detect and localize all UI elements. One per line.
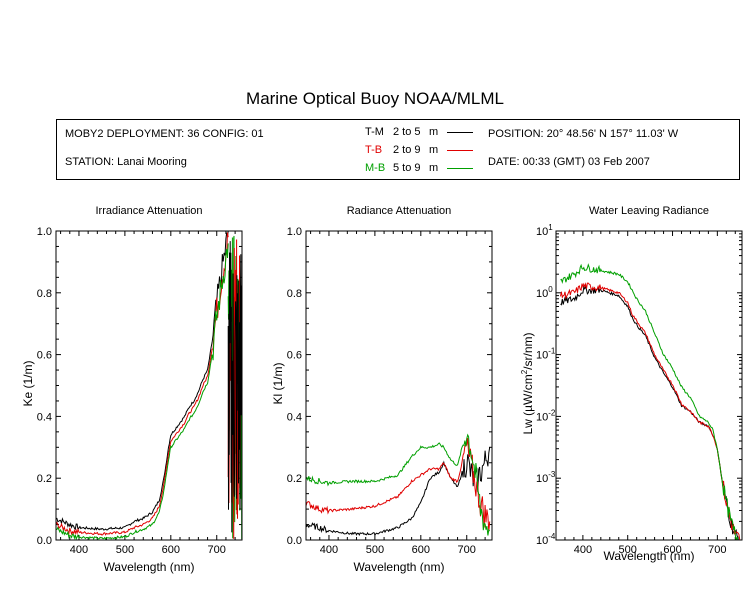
y-tick-label: 101 <box>536 223 553 238</box>
y-tick-label: 0.8 <box>287 288 302 300</box>
series-line-t-m <box>560 285 740 540</box>
chart-panel-0: 400 500 600 700 0.0 0.2 0.4 0.6 0.8 1.0 Wavelength… <box>21 226 243 574</box>
station-text: STATION: Lanai Mooring <box>65 156 187 168</box>
x-tick-label: 600 <box>162 544 180 556</box>
y-tick-label: 10-4 <box>536 532 556 547</box>
x-axis-label: Wavelength (nm) <box>604 549 695 563</box>
x-tick-label: 700 <box>708 544 726 556</box>
deployment-text: MOBY2 DEPLOYMENT: 36 CONFIG: 01 <box>65 128 264 140</box>
legend-range-tb: 2 to 9 <box>393 144 421 156</box>
series-line-t-b <box>306 437 491 532</box>
y-tick-label: 0.4 <box>37 411 52 423</box>
x-tick-label: 700 <box>208 544 226 556</box>
panel-title-radiance: Radiance Attenuation <box>346 205 452 217</box>
y-tick-label: 1.0 <box>287 226 302 238</box>
plot-frame <box>305 230 493 541</box>
x-tick-label: 400 <box>70 544 88 556</box>
y-tick-label: 0.4 <box>287 411 302 423</box>
x-tick-label: 500 <box>619 544 637 556</box>
series-line-t-b <box>560 282 741 540</box>
series-noise-t-m <box>227 241 242 533</box>
y-tick-label: 10-2 <box>536 408 556 423</box>
y-axis-label: Kl (1/m) <box>271 362 285 404</box>
legend-line-tm <box>447 132 473 133</box>
x-axis-label: Wavelength (nm) <box>104 560 195 574</box>
series-line-m-b <box>560 263 740 540</box>
y-tick-label: 10-3 <box>536 470 556 485</box>
x-tick-label: 600 <box>663 544 681 556</box>
series-line-m-b <box>56 243 229 540</box>
series-line-t-b <box>56 232 229 536</box>
x-tick-label: 400 <box>574 544 592 556</box>
y-tick-label: 1.0 <box>37 226 52 238</box>
y-axis-label: Lw (µW/cm2/sr/nm) <box>520 332 535 434</box>
y-tick-label: 0.0 <box>37 535 52 547</box>
x-tick-label: 700 <box>458 544 476 556</box>
legend-range-mb: 5 to 9 <box>393 162 421 174</box>
info-box: MOBY2 DEPLOYMENT: 36 CONFIG: 01 STATION:… <box>56 119 740 180</box>
y-tick-label: 0.6 <box>37 350 52 362</box>
chart-panel-1: 400 500 600 700 0.0 0.2 0.4 0.6 0.8 1.0 Wavelength… <box>271 226 493 574</box>
legend-unit-tb: m <box>429 144 439 156</box>
y-tick-label: 0.6 <box>287 350 302 362</box>
y-tick-label: 0.2 <box>37 473 52 485</box>
legend-code-mb: M-B <box>365 162 386 174</box>
chart-title: Marine Optical Buoy NOAA/MLML <box>246 89 504 108</box>
legend-code-tb: T-B <box>365 144 383 156</box>
legend-unit-mb: m <box>429 162 439 174</box>
legend-unit-tm: m <box>429 126 439 138</box>
series-line-t-m <box>306 447 491 537</box>
series-line-t-m <box>56 231 229 532</box>
x-tick-label: 600 <box>412 544 430 556</box>
panel-title-irradiance: Irradiance Attenuation <box>95 205 203 217</box>
y-tick-label: 0.0 <box>287 535 302 547</box>
y-axis-label: Ke (1/m) <box>21 360 35 406</box>
legend-code-tm: T-M <box>365 126 384 138</box>
position-text: POSITION: 20° 48.56' N 157° 11.03' W <box>488 128 679 140</box>
panel-title-water-leaving: Water Leaving Radiance <box>588 205 710 217</box>
x-tick-label: 500 <box>366 544 384 556</box>
x-axis-label: Wavelength (nm) <box>354 560 445 574</box>
y-tick-label: 0.2 <box>287 473 302 485</box>
legend-range-tm: 2 to 5 <box>393 126 421 138</box>
date-text: DATE: 00:33 (GMT) 03 Feb 2007 <box>488 156 650 168</box>
legend-line-mb <box>447 168 473 169</box>
x-tick-label: 400 <box>320 544 338 556</box>
legend-line-tb <box>447 150 473 151</box>
chart-panel-2: 400 500 600 700 101 100 10-1 10-2 10-3 10-4 Wavele… <box>520 223 743 563</box>
y-tick-label: 10-1 <box>536 347 556 362</box>
series-line-m-b <box>306 433 491 536</box>
plot-frame <box>555 230 743 541</box>
plot-frame <box>55 230 243 541</box>
x-tick-label: 500 <box>116 544 134 556</box>
y-tick-label: 100 <box>536 285 553 300</box>
y-tick-label: 0.8 <box>37 288 52 300</box>
